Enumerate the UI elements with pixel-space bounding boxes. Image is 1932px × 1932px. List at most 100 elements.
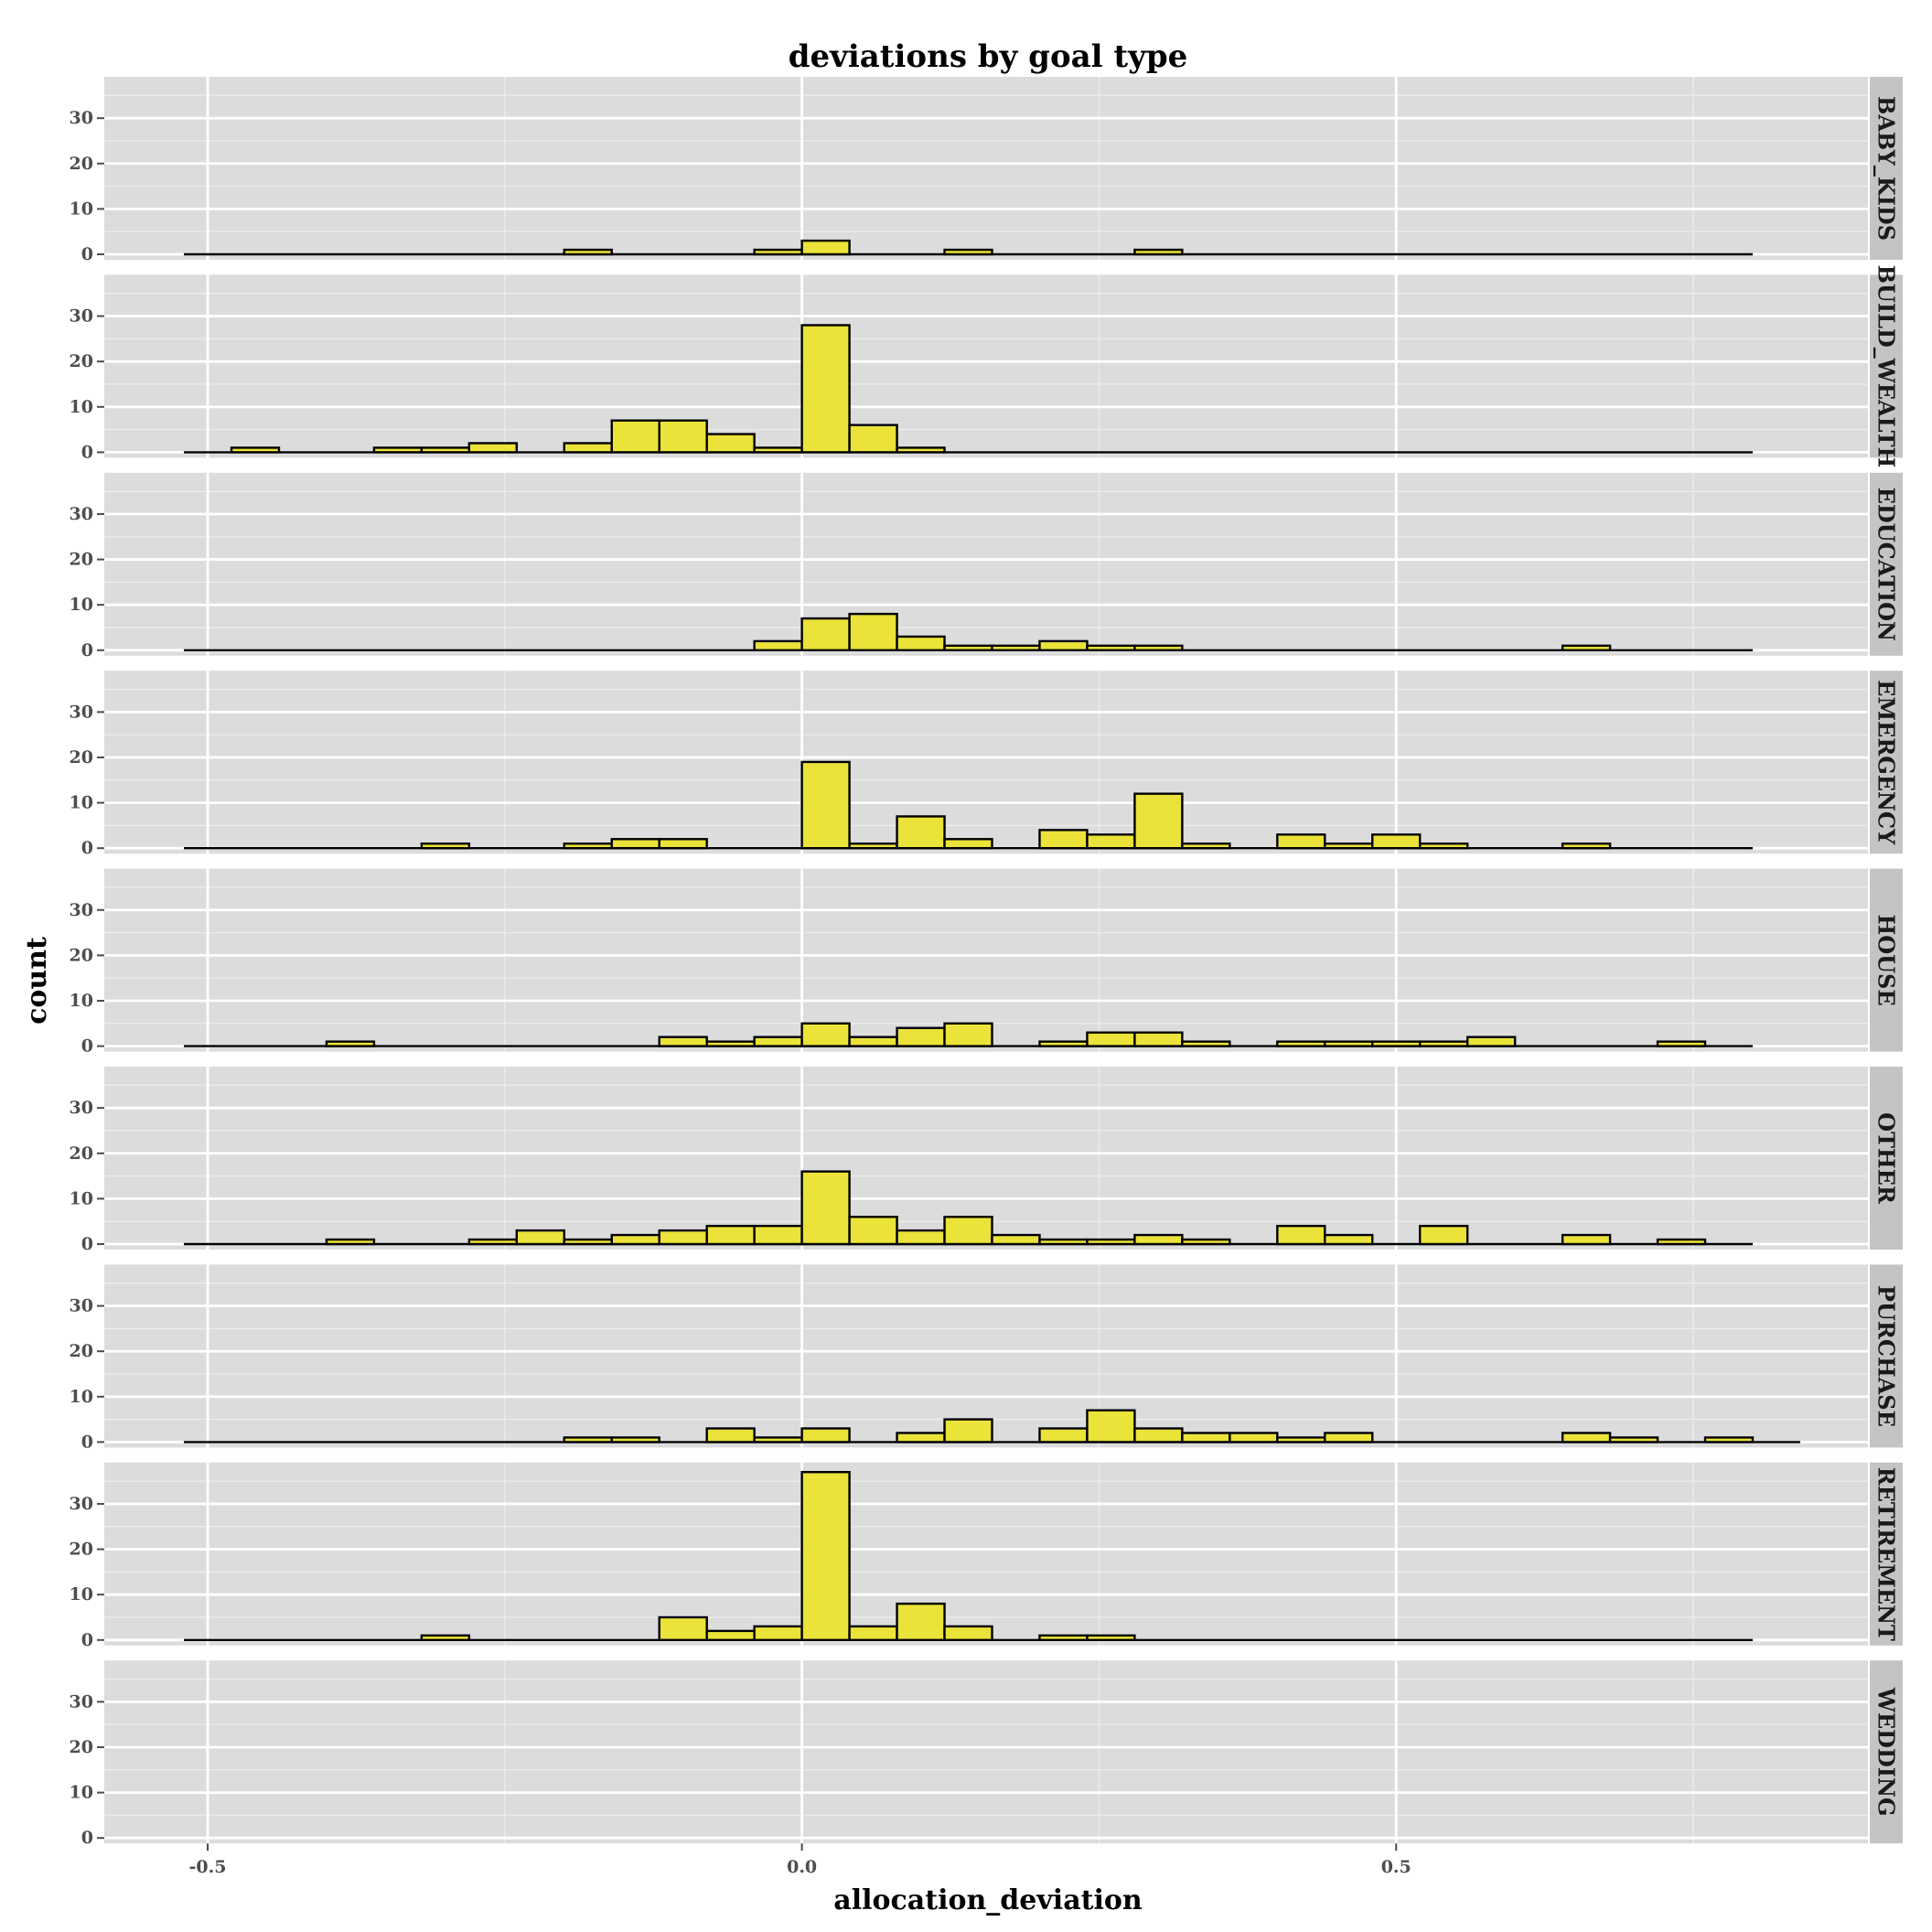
histogram-bar <box>753 639 803 651</box>
histogram-bar <box>515 1229 565 1246</box>
histogram-bar <box>800 1170 851 1246</box>
histogram-bar <box>610 1436 660 1444</box>
facet-strip <box>1870 1067 1903 1250</box>
histogram-bar <box>1181 843 1231 850</box>
y-tick-label: 10 <box>70 1584 93 1605</box>
histogram-bar <box>467 1238 519 1246</box>
x-tick-label: 0.5 <box>1381 1857 1411 1877</box>
histogram-bar <box>800 1471 851 1642</box>
histogram-bar <box>467 442 519 454</box>
histogram-bar <box>563 843 613 850</box>
histogram-bar <box>896 1229 946 1246</box>
x-tick-label: -0.5 <box>189 1857 227 1877</box>
histogram-bar <box>1086 833 1136 850</box>
histogram-bar <box>1086 1634 1136 1641</box>
panel-background <box>104 868 1868 1052</box>
facet-strip <box>1870 1264 1903 1448</box>
y-tick-label: 0 <box>81 244 93 264</box>
histogram-bar <box>943 248 993 256</box>
facet-panel-retirement: 0 10 20 30 RETIREMENT <box>70 1462 1903 1650</box>
panel-background <box>104 1264 1868 1448</box>
histogram-bar <box>943 838 993 850</box>
histogram-bar <box>563 1238 613 1246</box>
histogram-bar <box>896 815 946 850</box>
facet-strip <box>1870 1462 1903 1646</box>
histogram-bar <box>753 1036 803 1047</box>
histogram-bar <box>896 1026 946 1047</box>
histogram-bar <box>800 324 851 454</box>
panel-background <box>104 472 1868 656</box>
histogram-bar <box>943 1418 993 1444</box>
histogram-bar <box>1276 1040 1326 1047</box>
histogram-bar <box>943 1216 993 1246</box>
facet-panel-build-wealth: 0 10 20 30 BUILD_WEALTH <box>70 265 1903 467</box>
histogram-bar <box>1656 1238 1707 1246</box>
histogram-bar <box>563 248 613 256</box>
histogram-bar <box>1276 1436 1326 1444</box>
y-tick-label: 10 <box>70 793 93 813</box>
histogram-bar <box>753 248 803 256</box>
histogram-bar <box>230 446 281 454</box>
histogram-bar <box>1371 1040 1422 1047</box>
y-tick-label: 20 <box>70 1737 93 1757</box>
histogram-bar <box>1038 1427 1089 1444</box>
histogram-bar <box>1324 1233 1374 1246</box>
y-tick-label: 20 <box>70 550 93 570</box>
histogram-bar <box>848 424 898 454</box>
histogram-bar <box>372 446 424 454</box>
histogram-bar <box>800 1022 851 1047</box>
histogram-bar <box>610 838 660 850</box>
facet-panel-education: 0 10 20 30 EDUCATION <box>70 472 1903 660</box>
y-tick-label: 20 <box>70 1143 93 1164</box>
y-tick-label: 0 <box>81 1234 93 1254</box>
histogram-bar <box>848 1625 898 1641</box>
facet-strip <box>1870 868 1903 1052</box>
facet-strip-label: EDUCATION <box>1873 488 1900 641</box>
facet-strip-label: HOUSE <box>1873 915 1900 1006</box>
histogram-bar <box>1561 644 1612 651</box>
y-tick-label: 30 <box>70 108 93 128</box>
panel-background <box>104 77 1868 260</box>
y-tick-label: 20 <box>70 945 93 965</box>
y-tick-label: 30 <box>70 1296 93 1316</box>
y-tick-label: 10 <box>70 1387 93 1407</box>
y-axis-title: count <box>21 937 53 1025</box>
chart-title: deviations by goal type <box>789 38 1188 75</box>
histogram-bar <box>753 446 803 454</box>
histogram-bar <box>610 1233 660 1246</box>
y-tick-label: 30 <box>70 900 93 920</box>
histogram-bar <box>610 419 660 454</box>
histogram-bar <box>658 1229 708 1246</box>
facet-strip-label: WEDDING <box>1873 1687 1900 1817</box>
histogram-bar <box>325 1238 376 1246</box>
histogram-bar <box>658 1036 708 1047</box>
histogram-bar <box>848 843 898 850</box>
histogram-bar <box>1324 1432 1374 1444</box>
histogram-bar <box>800 617 851 651</box>
histogram-bar <box>753 1436 803 1444</box>
y-tick-label: 0 <box>81 1036 93 1057</box>
histogram-bar <box>705 1224 756 1246</box>
histogram-bar <box>1561 843 1612 850</box>
histogram-bar <box>1086 1031 1136 1047</box>
facet-panels: 0 10 20 30 BABY_KIDS 0 10 20 30 BUILD_WEALTH 0 10 20… <box>70 77 1903 1848</box>
facet-panel-other: 0 10 20 30 OTHER <box>70 1067 1903 1254</box>
panel-background <box>104 1462 1868 1646</box>
histogram-bar <box>800 239 851 256</box>
histogram-bar <box>1086 1238 1136 1246</box>
y-tick-label: 10 <box>70 199 93 219</box>
y-tick-label: 0 <box>81 838 93 858</box>
histogram-bar <box>1419 843 1469 850</box>
facet-strip <box>1870 472 1903 656</box>
histogram-bar <box>800 1427 851 1444</box>
histogram-bar <box>1181 1238 1231 1246</box>
histogram-bar <box>896 635 946 651</box>
facet-strip-label: BABY_KIDS <box>1873 96 1900 241</box>
facet-strip-label: PURCHASE <box>1873 1285 1900 1427</box>
y-tick-label: 30 <box>70 1098 93 1118</box>
histogram-bar <box>1419 1040 1469 1047</box>
histogram-bar <box>1038 829 1089 850</box>
y-tick-label: 30 <box>70 504 93 524</box>
facet-strip-label: BUILD_WEALTH <box>1873 265 1900 467</box>
panel-background <box>104 274 1868 458</box>
